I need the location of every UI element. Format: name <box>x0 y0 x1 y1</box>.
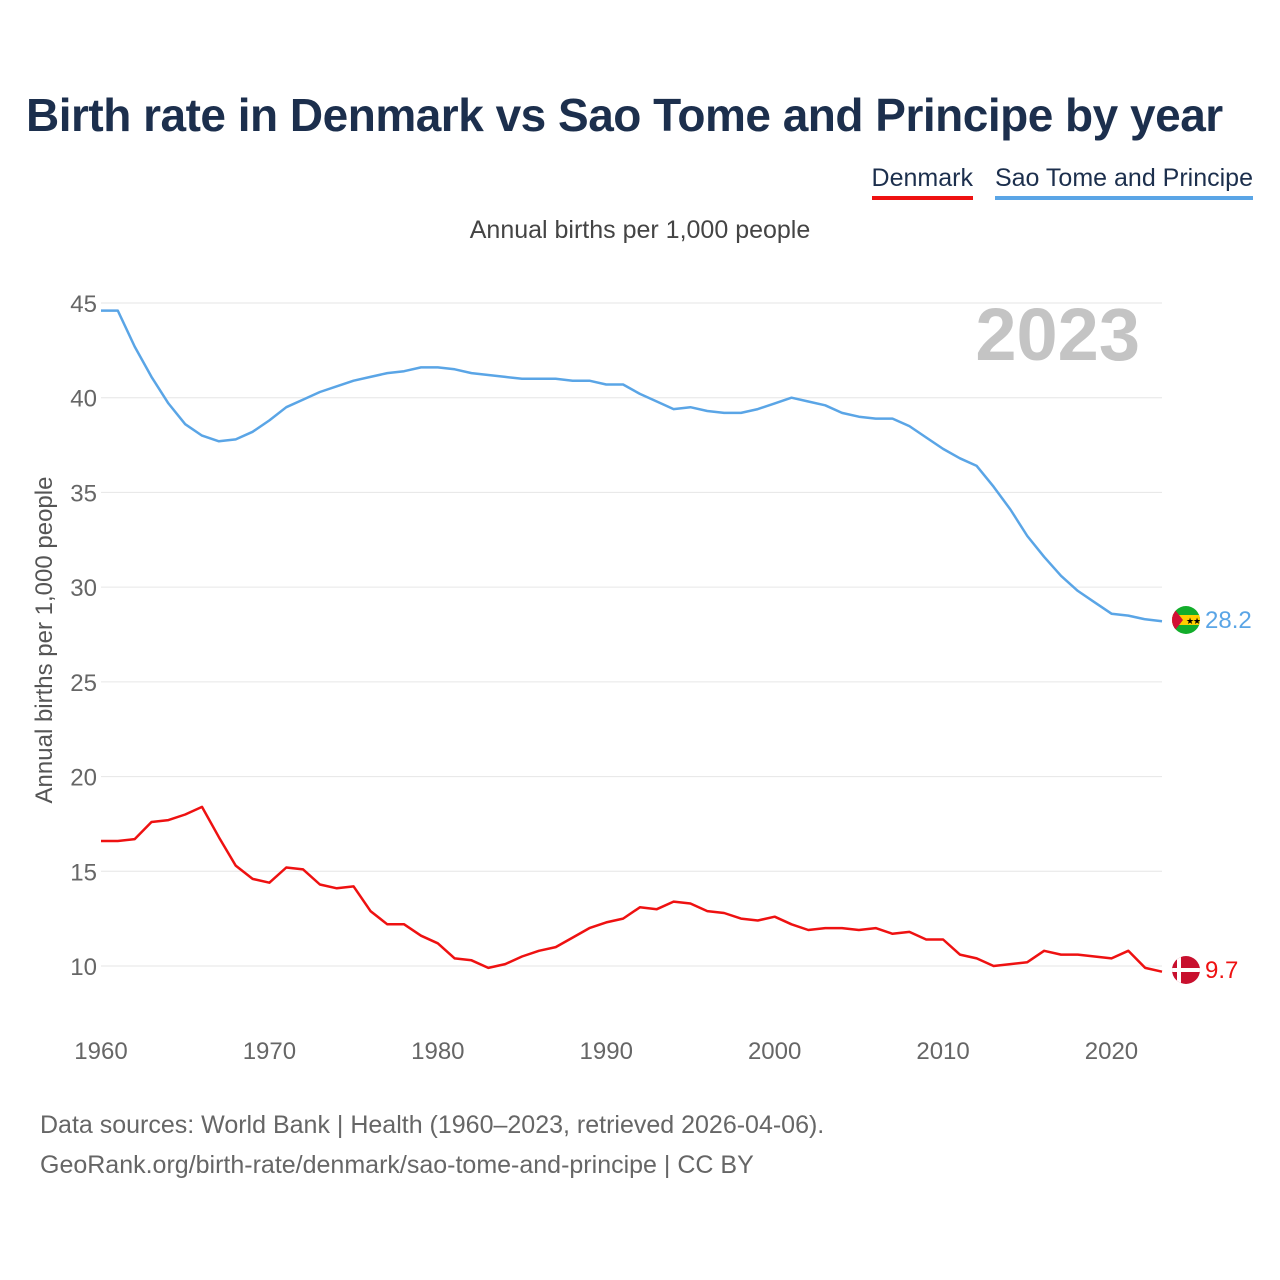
x-tick-label: 1990 <box>580 1038 633 1065</box>
year-label: 2023 <box>975 293 1140 376</box>
footer-sources: Data sources: World Bank | Health (1960–… <box>40 1111 825 1139</box>
legend: Denmark Sao Tome and Principe <box>871 164 1253 200</box>
x-tick-label: 2020 <box>1085 1038 1138 1065</box>
x-axis-ticks: 1960 1970 1980 1990 2000 2010 2020 <box>74 1038 1138 1065</box>
chart-title: Birth rate in Denmark vs Sao Tome and Pr… <box>26 89 1223 141</box>
y-tick-label: 20 <box>70 765 97 792</box>
y-tick-label: 25 <box>70 670 97 697</box>
footer-link[interactable]: GeoRank.org/birth-rate/denmark/sao-tome-… <box>40 1151 754 1179</box>
svg-text:★: ★ <box>1193 617 1201 627</box>
end-label-sao-tome: 28.2 <box>1205 607 1252 634</box>
y-axis-ticks: 10 15 20 25 30 35 40 45 <box>70 291 97 981</box>
y-tick-label: 30 <box>70 575 97 602</box>
series-lines <box>101 309 1163 973</box>
denmark-flag-icon <box>1172 956 1200 984</box>
footer: Data sources: World Bank | Health (1960–… <box>40 1105 824 1185</box>
x-tick-label: 1980 <box>411 1038 464 1065</box>
y-tick-label: 35 <box>70 480 97 507</box>
y-tick-label: 45 <box>70 291 97 318</box>
y-tick-label: 15 <box>70 859 97 886</box>
y-tick-label: 10 <box>70 954 97 981</box>
legend-item-sao-tome[interactable]: Sao Tome and Principe <box>994 164 1253 200</box>
x-tick-label: 1960 <box>74 1038 127 1065</box>
y-axis-label: Annual births per 1,000 people <box>31 477 58 804</box>
end-label-denmark: 9.7 <box>1205 957 1238 984</box>
legend-item-denmark[interactable]: Denmark <box>871 164 973 200</box>
gridlines <box>101 302 1162 967</box>
sao-tome-flag-icon: ★ ★ <box>1172 606 1201 634</box>
chart-subtitle: Annual births per 1,000 people <box>469 216 811 244</box>
series-line-sao-tome-and-principe[interactable] <box>101 309 1163 623</box>
y-tick-label: 40 <box>70 386 97 413</box>
x-tick-label: 2010 <box>916 1038 969 1065</box>
x-tick-label: 1970 <box>243 1038 296 1065</box>
series-line-denmark[interactable] <box>101 805 1163 973</box>
x-tick-label: 2000 <box>748 1038 801 1065</box>
svg-text:★: ★ <box>1186 617 1194 627</box>
